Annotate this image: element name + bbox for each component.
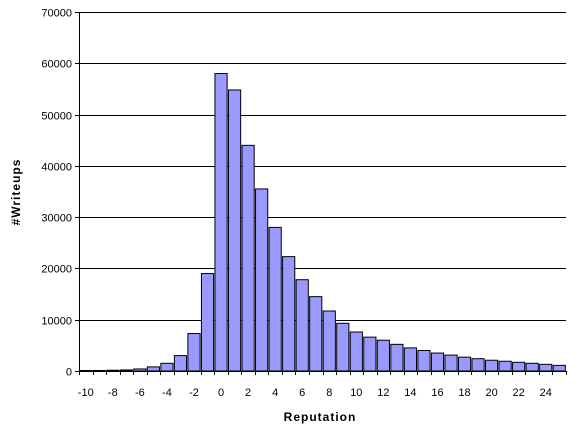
bar-20	[485, 359, 499, 372]
bar--10	[79, 369, 93, 372]
bar-16	[430, 352, 445, 372]
bar-13	[390, 343, 404, 372]
bar-8	[322, 310, 336, 372]
y-tick-label: 60000	[41, 59, 72, 71]
bar-3	[255, 188, 269, 372]
y-tick-label: 10000	[41, 316, 72, 328]
x-tick-label: 20	[485, 387, 497, 399]
x-tick-label: 6	[299, 387, 305, 399]
y-tick-label: 50000	[41, 111, 72, 123]
x-tick-label: -10	[78, 387, 94, 399]
x-tick-label: 2	[245, 387, 251, 399]
bar--5	[146, 366, 161, 372]
bar-22	[512, 361, 526, 372]
bar-9	[336, 322, 350, 372]
x-tick-label: 18	[458, 387, 470, 399]
x-tick-label: 24	[540, 387, 552, 399]
y-tick-labels: 0 10000 20000 30000 40000 50000 60000 70000	[41, 8, 72, 379]
bar-24	[539, 363, 553, 372]
bar-18	[457, 356, 472, 372]
x-tick-label: 16	[431, 387, 443, 399]
x-tick-labels: -10 -8 -6 -4 -2 0 2 4 6 8 10 12 14 16 18 20 22 24	[78, 387, 552, 399]
bar-4	[268, 226, 282, 372]
x-tick-label: -4	[162, 387, 172, 399]
bar-5	[282, 256, 296, 372]
x-tick-label: 8	[326, 387, 332, 399]
bar--4	[160, 362, 174, 372]
bar--8	[106, 369, 120, 372]
bar-2	[241, 144, 255, 372]
x-tick-label: 22	[513, 387, 525, 399]
bar-19	[471, 358, 485, 372]
x-tick-label: 14	[404, 387, 416, 399]
bar-21	[498, 360, 512, 372]
y-tick-label: 0	[66, 367, 72, 379]
bar--1	[200, 273, 215, 372]
y-tick-label: 20000	[41, 264, 72, 276]
bar-15	[417, 349, 431, 372]
x-tick-label: 4	[272, 387, 278, 399]
bar-25	[552, 364, 566, 372]
x-tick-label: -6	[135, 387, 145, 399]
y-tick-label: 40000	[41, 162, 72, 174]
gridlines	[79, 12, 566, 321]
x-tick-label: 10	[350, 387, 362, 399]
bar--2	[187, 333, 201, 372]
bar--3	[173, 355, 188, 372]
x-tick-label: -8	[108, 387, 118, 399]
bar-1	[227, 89, 242, 372]
bar-0	[214, 73, 228, 372]
y-tick-label: 70000	[41, 8, 72, 20]
x-axis-title: Reputation	[284, 410, 357, 424]
bar--6	[133, 368, 147, 372]
x-tick-label: -2	[189, 387, 199, 399]
bar-14	[403, 347, 418, 372]
bar--7	[119, 369, 133, 372]
bar-23	[525, 362, 539, 372]
bar-7	[309, 296, 323, 372]
bar-6	[295, 279, 309, 372]
y-axis-title: #Writeups	[9, 159, 23, 226]
bar-10	[349, 331, 363, 372]
bar-11	[363, 336, 377, 372]
x-tick-label: 12	[377, 387, 389, 399]
y-tick-label: 30000	[41, 213, 72, 225]
bar-17	[444, 354, 458, 372]
bars	[79, 73, 566, 372]
bar--9	[92, 369, 106, 372]
x-tick-label: 0	[218, 387, 224, 399]
axes	[75, 12, 567, 375]
bar-12	[376, 339, 390, 372]
